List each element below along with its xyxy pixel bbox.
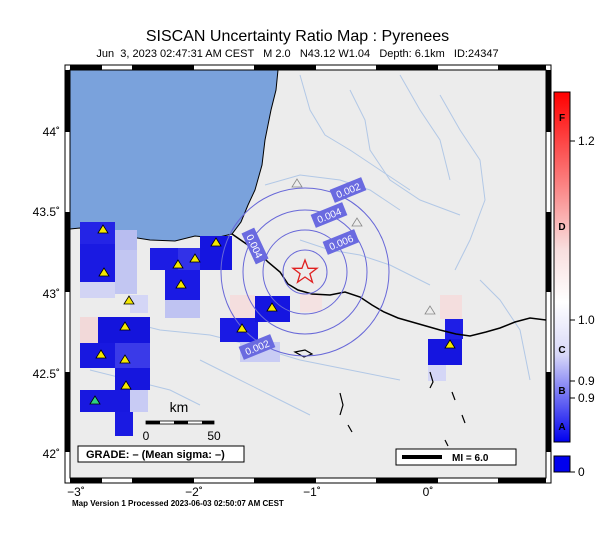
latitude-labels: 44˚ 43.5˚ 43˚ 42.5˚ 42˚ — [33, 125, 60, 461]
lakes — [293, 349, 466, 447]
epicenter-star — [291, 258, 319, 284]
colorbar-value: 0.9 — [578, 374, 595, 388]
colorbar: F D C B A 1.2 1.0 0.9 0.9 0 — [553, 91, 595, 479]
mi-legend-line — [402, 455, 442, 459]
lat-label: 43.5˚ — [33, 205, 60, 219]
longitude-labels: −3˚ −2˚ −1˚ 0˚ — [67, 485, 433, 499]
lon-label: −3˚ — [67, 485, 85, 499]
processing-footer: Map Version 1 Processed 2023-06-03 02:50… — [72, 499, 284, 508]
grade-box — [77, 445, 245, 463]
colorbar-value: 1.2 — [578, 134, 595, 148]
national-border — [231, 233, 546, 337]
colorbar-value: 0 — [578, 465, 585, 479]
colorbar-value: 1.0 — [578, 313, 595, 327]
scale-start: 0 — [143, 429, 150, 443]
map-area — [70, 70, 546, 478]
stations — [89, 178, 456, 405]
grade-letter: F — [559, 113, 565, 124]
mi-legend-text: MI = 6.0 — [452, 453, 489, 464]
contours — [220, 187, 390, 357]
grade-letter: D — [558, 222, 565, 233]
event-subtitle: Jun 3, 2023 02:47:31 AM CEST M 2.0 N43.1… — [96, 48, 499, 60]
lon-label: −1˚ — [303, 485, 321, 499]
scale-end: 50 — [207, 429, 221, 443]
lon-label: −2˚ — [185, 485, 203, 499]
grade-letter: A — [558, 422, 565, 433]
colorbar-value: 0.9 — [578, 391, 595, 405]
mi-legend-box — [395, 448, 517, 466]
lat-label: 44˚ — [43, 125, 60, 139]
rivers — [89, 74, 531, 416]
grade-text: GRADE: – (Mean sigma: –) — [86, 449, 225, 461]
colorbar-lowest-swatch — [553, 455, 571, 473]
scale-bar: km 0 50 — [143, 399, 221, 443]
lon-label: 0˚ — [423, 485, 434, 499]
grade-letter: C — [558, 345, 565, 356]
lat-label: 42˚ — [43, 447, 60, 461]
scale-unit: km — [170, 399, 189, 415]
grade-letter: B — [558, 386, 565, 397]
map-frame — [64, 64, 552, 484]
lat-label: 42.5˚ — [33, 367, 60, 381]
lat-label: 43˚ — [43, 287, 60, 301]
map-title: SISCAN Uncertainty Ratio Map : Pyrenees — [145, 28, 450, 45]
